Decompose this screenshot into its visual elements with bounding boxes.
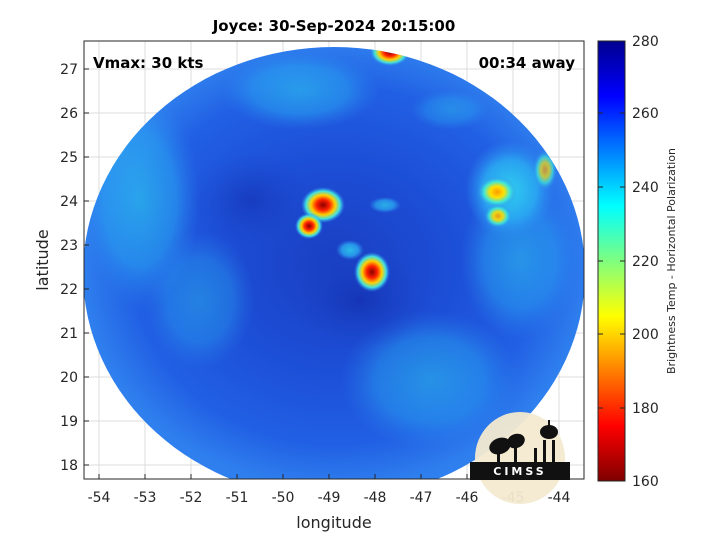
y-tick-labels: 27 26 25 24 23 22 21 20 19 18 <box>60 62 78 474</box>
y-tick-label: 25 <box>60 150 78 166</box>
y-tick-label: 26 <box>60 106 78 122</box>
cimss-logo: CIMSS <box>470 412 570 504</box>
vmax-label: Vmax: 30 kts <box>93 54 203 72</box>
y-tick-label: 21 <box>60 326 78 342</box>
colorbar-tick-label: 160 <box>632 474 659 490</box>
x-tick-label: -44 <box>548 490 571 506</box>
x-tick-label: -47 <box>410 490 433 506</box>
colorbar-tick-label: 200 <box>632 327 659 343</box>
y-axis-label: latitude <box>33 229 52 290</box>
x-tick-label: -54 <box>88 490 111 506</box>
x-tick-label: -48 <box>364 490 387 506</box>
colorbar: 280 260 240 220 200 180 160 Brightness T… <box>597 34 678 490</box>
x-tick-label: -51 <box>226 490 249 506</box>
colorbar-tick-label: 280 <box>632 34 659 50</box>
y-tick-label: 18 <box>60 458 78 474</box>
colorbar-tick-label: 220 <box>632 254 659 270</box>
y-tick-label: 20 <box>60 370 78 386</box>
plot-title: Joyce: 30-Sep-2024 20:15:00 <box>212 17 456 35</box>
y-tick-label: 19 <box>60 414 78 430</box>
colorbar-tick-label: 260 <box>632 106 659 122</box>
x-tick-label: -53 <box>134 490 157 506</box>
x-axis-label: longitude <box>296 513 371 532</box>
y-tick-label: 23 <box>60 238 78 254</box>
colorbar-label: Brightness Temp - Horizontal Polarizatio… <box>665 148 678 374</box>
x-tick-label: -50 <box>272 490 295 506</box>
time-away-label: 00:34 away <box>479 54 576 72</box>
x-tick-label: -46 <box>456 490 479 506</box>
x-tick-label: -52 <box>180 490 203 506</box>
colorbar-tick-label: 240 <box>632 180 659 196</box>
y-tick-label: 22 <box>60 282 78 298</box>
x-tick-label: -49 <box>318 490 341 506</box>
cimss-logo-text: CIMSS <box>493 465 546 478</box>
y-tick-label: 27 <box>60 62 78 78</box>
brightness-temperature-swath <box>84 47 584 479</box>
y-tick-label: 24 <box>60 194 78 210</box>
axes-box <box>83 40 585 480</box>
colorbar-tick-label: 180 <box>632 401 659 417</box>
